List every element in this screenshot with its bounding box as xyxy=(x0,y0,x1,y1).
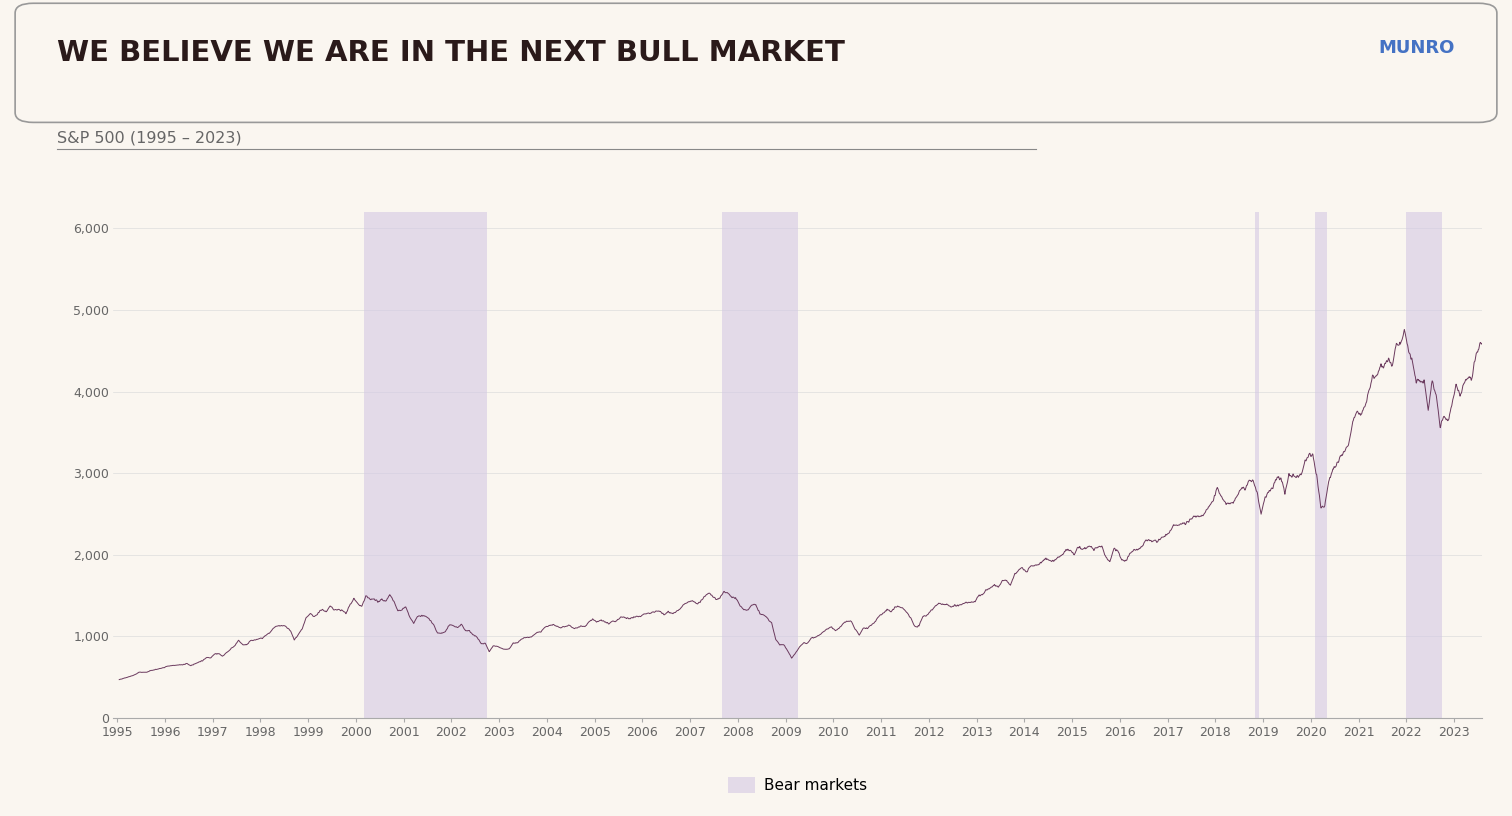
Bar xyxy=(1314,212,1326,718)
Legend: Bear markets: Bear markets xyxy=(721,771,874,799)
Bar xyxy=(1255,212,1259,718)
Bar xyxy=(723,212,797,718)
Bar xyxy=(364,212,487,718)
Text: MUNRO: MUNRO xyxy=(1377,39,1455,57)
Text: S&P 500 (1995 – 2023): S&P 500 (1995 – 2023) xyxy=(57,131,242,145)
Bar xyxy=(1406,212,1442,718)
Text: WE BELIEVE WE ARE IN THE NEXT BULL MARKET: WE BELIEVE WE ARE IN THE NEXT BULL MARKE… xyxy=(57,39,845,67)
